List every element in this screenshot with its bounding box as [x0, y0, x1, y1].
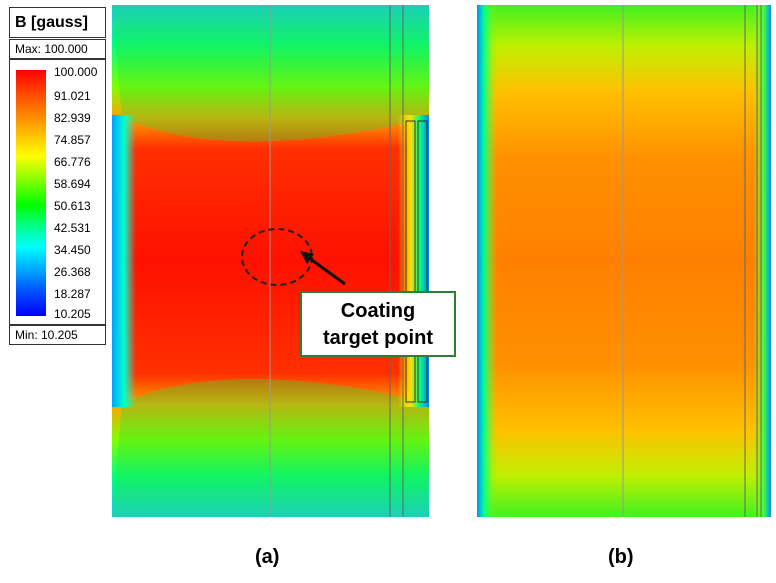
legend-min: Min: 10.205	[9, 325, 106, 345]
legend-tick: 50.613	[54, 199, 91, 213]
legend-tick: 26.368	[54, 265, 91, 279]
field-map-b	[477, 5, 771, 517]
callout-line-1: Coating	[340, 300, 416, 322]
legend-title: B [gauss]	[9, 7, 106, 38]
legend-scale: 100.000 91.021 82.939 74.857 66.776 58.6…	[9, 59, 106, 325]
legend-tick: 42.531	[54, 221, 91, 235]
panel-label-b: (b)	[608, 546, 634, 568]
target-point-ellipse	[241, 228, 313, 286]
legend-tick: 66.776	[54, 155, 91, 169]
legend-color-bar	[16, 70, 46, 316]
panel-label-a: (a)	[255, 546, 280, 568]
legend-tick: 18.287	[54, 287, 91, 301]
legend-tick: 82.939	[54, 111, 91, 125]
callout-line-2: target point	[323, 327, 433, 349]
legend-tick: 58.694	[54, 177, 91, 191]
legend-tick: 34.450	[54, 243, 91, 257]
field-map-a	[112, 5, 429, 517]
coating-target-callout: Coating target point	[300, 291, 456, 357]
callout-arrow-line	[304, 253, 346, 286]
legend-tick: 10.205	[54, 307, 91, 321]
legend-max: Max: 100.000	[9, 39, 106, 59]
legend-tick: 100.000	[54, 65, 98, 79]
legend-tick: 74.857	[54, 133, 91, 147]
legend-tick: 91.021	[54, 89, 91, 103]
callout-arrow-head	[300, 251, 314, 264]
